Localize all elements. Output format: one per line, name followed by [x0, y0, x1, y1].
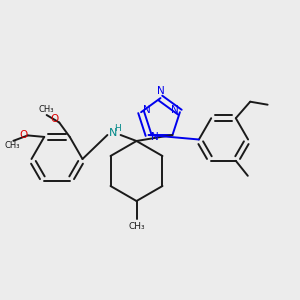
Text: CH₃: CH₃ — [4, 141, 20, 150]
Text: O: O — [19, 130, 27, 140]
Text: O: O — [50, 114, 59, 124]
Text: N: N — [171, 105, 178, 115]
Text: N: N — [157, 86, 164, 97]
Text: H: H — [114, 124, 121, 133]
Text: CH₃: CH₃ — [39, 105, 54, 114]
Text: CH₃: CH₃ — [128, 222, 145, 231]
Text: N: N — [151, 131, 158, 142]
Text: N: N — [109, 128, 118, 139]
Text: N: N — [142, 105, 150, 115]
